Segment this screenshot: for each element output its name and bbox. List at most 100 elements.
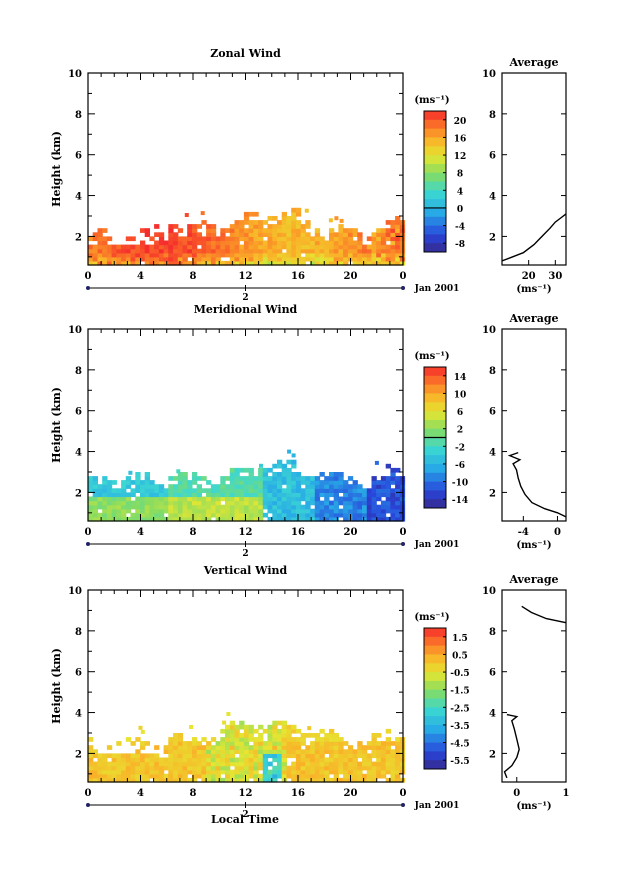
heatmap-cell bbox=[272, 463, 278, 469]
heatmap-cell bbox=[140, 228, 146, 233]
x-tick-label: 0 bbox=[400, 271, 407, 282]
heatmap-cell bbox=[196, 761, 202, 767]
heatmap-cell bbox=[338, 749, 344, 754]
heatmap-cell bbox=[192, 500, 198, 506]
heatmap-cell bbox=[329, 484, 335, 489]
heatmap-cell bbox=[215, 248, 221, 254]
heatmap-cell bbox=[286, 220, 292, 225]
heatmap-cell bbox=[366, 741, 373, 746]
heatmap-cell bbox=[286, 728, 292, 734]
heatmap-cell bbox=[267, 504, 273, 510]
heatmap-cell bbox=[243, 252, 250, 258]
heatmap-cell bbox=[385, 516, 391, 522]
heatmap-cell bbox=[376, 228, 382, 233]
heatmap-cell bbox=[196, 504, 202, 510]
heatmap-cell bbox=[140, 729, 145, 734]
heatmap-cell bbox=[333, 496, 339, 502]
heatmap-cell bbox=[258, 228, 264, 233]
heatmap-cell bbox=[366, 252, 373, 258]
heatmap-cell bbox=[239, 492, 245, 498]
heatmap-cell bbox=[305, 248, 311, 254]
heatmap-cell bbox=[390, 761, 396, 767]
x-tick-label: 4 bbox=[137, 271, 144, 282]
x-tick-label: 8 bbox=[190, 788, 197, 799]
heatmap-cell bbox=[267, 749, 273, 754]
heatmap-cell bbox=[173, 500, 179, 506]
heatmap-cell bbox=[352, 260, 358, 266]
heatmap-cell bbox=[281, 492, 287, 498]
day-axis-end-marker bbox=[401, 286, 405, 290]
heatmap-cell bbox=[158, 777, 165, 783]
heatmap-cell bbox=[295, 504, 302, 510]
heatmap-cell bbox=[177, 753, 184, 759]
heatmap-cell bbox=[286, 769, 292, 775]
heatmap-cell bbox=[371, 741, 377, 746]
heatmap-cell bbox=[206, 765, 212, 771]
heatmap-cell bbox=[295, 228, 302, 233]
colorbar-segment bbox=[424, 402, 446, 412]
heatmap-cell bbox=[262, 765, 269, 771]
heatmap-cell bbox=[206, 240, 212, 246]
colorbar-segment bbox=[424, 375, 446, 386]
heatmap-cell bbox=[295, 236, 302, 242]
heatmap-cell bbox=[210, 496, 217, 502]
heatmap-cell bbox=[97, 244, 103, 250]
colorbar-tick-label: 0.5 bbox=[452, 651, 468, 661]
heatmap-cell bbox=[366, 745, 373, 750]
heatmap-cell bbox=[116, 260, 122, 266]
profile-y-tick-label: 8 bbox=[489, 366, 496, 377]
heatmap-cell bbox=[262, 260, 269, 266]
heatmap-cell bbox=[267, 777, 273, 783]
heatmap-cell bbox=[258, 753, 264, 759]
heatmap-cell bbox=[220, 236, 226, 242]
heatmap-cell bbox=[158, 504, 165, 510]
heatmap-cell bbox=[262, 256, 269, 262]
heatmap-cell bbox=[390, 472, 396, 477]
heatmap-cell bbox=[314, 228, 321, 233]
heatmap-cell bbox=[338, 745, 344, 750]
heatmap-cell bbox=[130, 504, 136, 510]
heatmap-cell bbox=[116, 248, 122, 254]
colorbar-tick-label: 16 bbox=[454, 134, 467, 144]
heatmap-cell bbox=[314, 248, 321, 254]
heatmap-cell bbox=[329, 492, 335, 498]
heatmap-cell bbox=[149, 773, 155, 779]
y-tick-label: 4 bbox=[75, 709, 82, 720]
heatmap-cell bbox=[97, 500, 103, 506]
heatmap-cell bbox=[295, 516, 302, 522]
heatmap-cell bbox=[88, 777, 94, 783]
x-tick-label: 8 bbox=[190, 527, 197, 538]
heatmap-cell bbox=[329, 232, 335, 237]
heatmap-cell bbox=[324, 488, 330, 493]
heatmap-cell bbox=[286, 256, 292, 262]
heatmap-cell bbox=[125, 516, 132, 522]
heatmap-cell bbox=[272, 224, 278, 229]
heatmap-cell bbox=[173, 248, 179, 254]
heatmap-cell bbox=[395, 757, 401, 763]
heatmap-cell bbox=[376, 480, 382, 485]
heatmap-cell bbox=[243, 467, 250, 473]
profile-line bbox=[501, 213, 567, 262]
heatmap-cell bbox=[248, 504, 254, 510]
heatmap-cell bbox=[106, 248, 113, 254]
colorbar-tick-label: 4 bbox=[457, 187, 463, 197]
heatmap-cell bbox=[352, 777, 358, 783]
heatmap-cell bbox=[243, 240, 250, 246]
heatmap-cell bbox=[215, 765, 221, 771]
heatmap-cell bbox=[168, 252, 174, 258]
heatmap-cell bbox=[329, 761, 335, 767]
heatmap-cell bbox=[149, 757, 155, 763]
heatmap-cell bbox=[215, 256, 221, 262]
heatmap-cell bbox=[196, 765, 202, 771]
heatmap-cell bbox=[168, 500, 174, 506]
heatmap-cell bbox=[343, 496, 349, 502]
heatmap-cell bbox=[106, 236, 113, 242]
profile-line-upper bbox=[521, 605, 567, 624]
heatmap-cell bbox=[177, 741, 184, 746]
heatmap-cell bbox=[206, 256, 212, 262]
heatmap-cell bbox=[106, 777, 113, 783]
heatmap-cell bbox=[338, 737, 344, 742]
heatmap-cell bbox=[215, 753, 221, 759]
colorbar-segment bbox=[424, 216, 446, 227]
heatmap-cell bbox=[300, 492, 306, 498]
